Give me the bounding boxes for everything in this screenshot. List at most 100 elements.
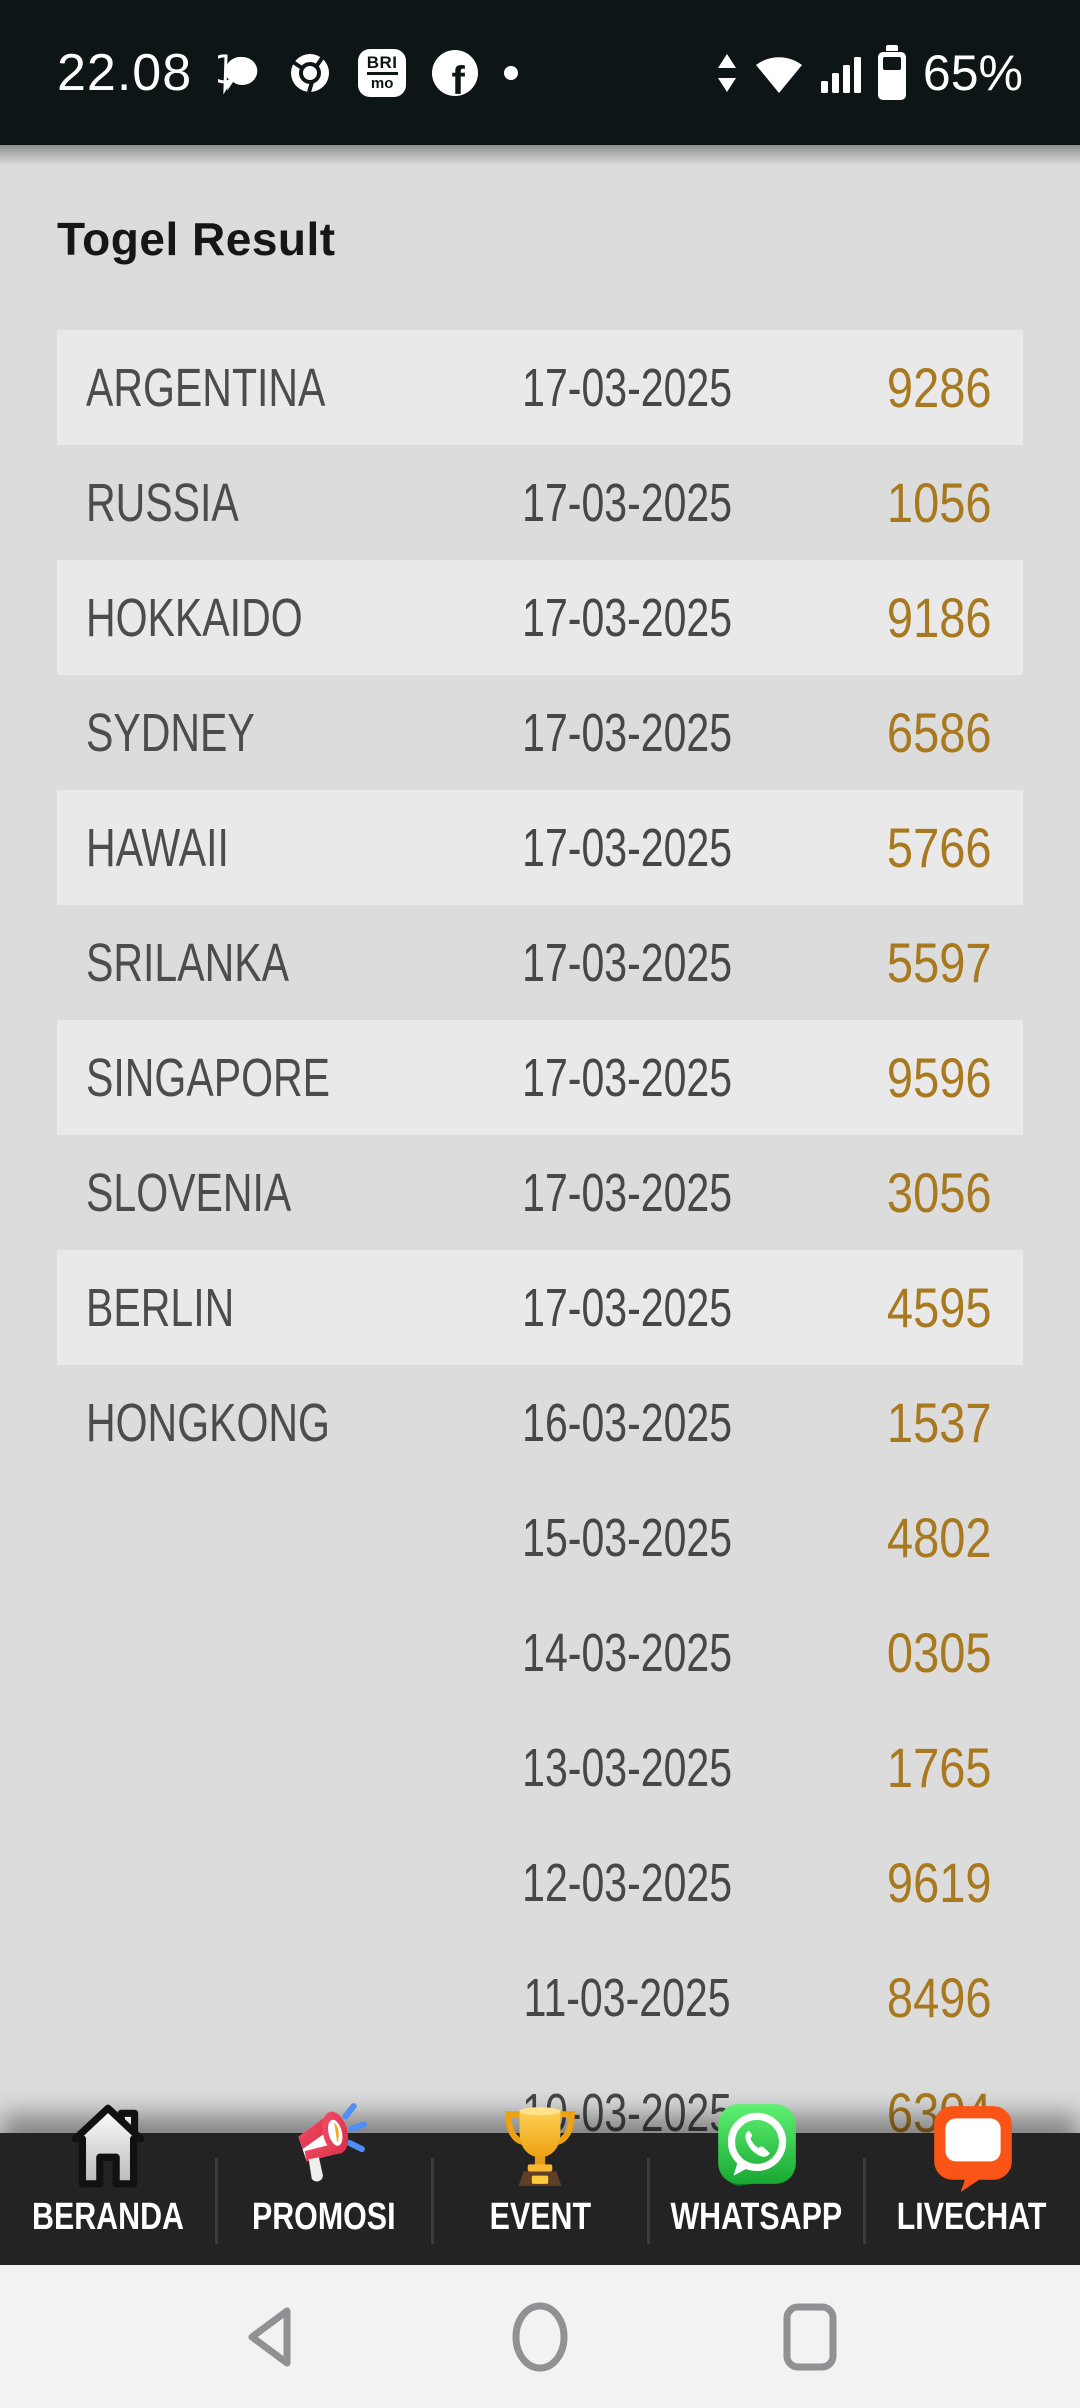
nav-divider [215,2158,218,2244]
market-name-cell: ARGENTINA [86,357,326,418]
draw-date-cell: 15-03-2025 [522,1507,732,1568]
table-row[interactable]: HAWAII 17-03-2025 5766 [57,790,1023,905]
draw-date-cell: 13-03-2025 [522,1737,732,1798]
result-number-cell: 1056 [887,471,992,534]
table-row[interactable]: 15-03-2025 4802 [57,1480,1023,1595]
megaphone-icon [278,2100,370,2192]
status-bar-right: 65% [717,44,1023,102]
nav-divider [431,2158,434,2244]
android-home-button[interactable] [480,2265,600,2408]
android-nav-bar [0,2265,1080,2408]
draw-date-cell: 17-03-2025 [522,817,732,878]
scroll-top-shadow [0,145,1080,165]
draw-date-cell: 16-03-2025 [522,1392,732,1453]
home-icon [62,2100,154,2192]
status-bar: 22.08 BRI mo f [0,0,1080,145]
table-row[interactable]: 12-03-2025 9619 [57,1825,1023,1940]
table-row[interactable]: SRILANKA 17-03-2025 5597 [57,905,1023,1020]
nav-label: BERANDA [32,2196,184,2238]
market-name-cell [57,1737,482,1799]
nav-divider [863,2158,866,2244]
battery-percent: 65% [922,44,1023,101]
table-row[interactable]: BERLIN 17-03-2025 4595 [57,1250,1023,1365]
table-row[interactable]: SLOVENIA 17-03-2025 3056 [57,1135,1023,1250]
market-name-cell: SLOVENIA [86,1162,292,1223]
status-bar-left: 22.08 BRI mo f [57,43,519,103]
brimo-icon: BRI mo [358,48,407,97]
results-table: ARGENTINA 17-03-2025 9286 RUSSIA 17-03-2… [57,330,1023,2170]
result-number-cell: 0305 [887,1621,992,1684]
market-name-cell: RUSSIA [86,472,239,533]
data-arrows-icon [717,52,737,94]
nav-item-livechat[interactable]: LIVECHAT [864,2100,1080,2265]
result-number-cell: 6586 [887,701,992,764]
result-number-cell: 3056 [887,1161,992,1224]
chrome-icon [288,51,332,95]
nav-label: WHATSAPP [670,2196,842,2238]
result-number-cell: 5766 [887,816,992,879]
result-number-cell: 9619 [887,1851,992,1914]
battery-icon [877,44,907,101]
result-number-cell: 9286 [887,356,992,419]
table-row[interactable]: SYDNEY 17-03-2025 6586 [57,675,1023,790]
table-row[interactable]: 14-03-2025 0305 [57,1595,1023,1710]
whatsapp-icon [710,2100,802,2192]
result-number-cell: 9186 [887,586,992,649]
nav-item-event[interactable]: EVENT [432,2100,648,2265]
nav-item-beranda[interactable]: BERANDA [0,2100,216,2265]
market-name-cell: SINGAPORE [86,1047,331,1108]
result-number-cell: 1537 [887,1391,992,1454]
nav-item-promosi[interactable]: PROMOSI [216,2100,432,2265]
livechat-icon [926,2100,1018,2192]
result-number-cell: 4802 [887,1506,992,1569]
table-row[interactable]: SINGAPORE 17-03-2025 9596 [57,1020,1023,1135]
nav-divider [647,2158,650,2244]
results-table-body: ARGENTINA 17-03-2025 9286 RUSSIA 17-03-2… [57,330,1023,2170]
wifi-icon [753,51,805,95]
market-name-cell: SRILANKA [86,932,290,993]
table-row[interactable]: HOKKAIDO 17-03-2025 9186 [57,560,1023,675]
nav-label: EVENT [489,2196,591,2238]
chat-bubble-icon [218,51,262,95]
bottom-nav: BERANDA [0,2100,1080,2265]
result-number-cell: 4595 [887,1276,992,1339]
draw-date-cell: 17-03-2025 [522,1277,732,1338]
market-name-cell: HAWAII [86,817,229,878]
market-name-cell [57,1852,482,1914]
notification-dot [504,65,519,80]
table-row[interactable]: HONGKONG 16-03-2025 1537 [57,1365,1023,1480]
draw-date-cell: 17-03-2025 [522,472,732,533]
result-number-cell: 8496 [887,1966,992,2029]
draw-date-cell: 17-03-2025 [522,1047,732,1108]
nav-label: LIVECHAT [897,2196,1047,2238]
result-number-cell: 5597 [887,931,992,994]
draw-date-cell: 17-03-2025 [522,587,732,648]
android-recents-button[interactable] [750,2265,870,2408]
draw-date-cell: 11-03-2025 [523,1967,731,2028]
table-row[interactable]: RUSSIA 17-03-2025 1056 [57,445,1023,560]
market-name-cell [57,1622,482,1684]
market-name-cell: BERLIN [86,1277,235,1338]
draw-date-cell: 17-03-2025 [522,357,732,418]
market-name-cell: SYDNEY [86,702,255,763]
draw-date-cell: 17-03-2025 [522,932,732,993]
table-row[interactable]: 13-03-2025 1765 [57,1710,1023,1825]
draw-date-cell: 12-03-2025 [522,1852,732,1913]
draw-date-cell: 17-03-2025 [522,702,732,763]
clock: 22.08 [57,43,193,102]
signal-icon [820,53,861,93]
table-row[interactable]: 11-03-2025 8496 [57,1940,1023,2055]
draw-date-cell: 14-03-2025 [522,1622,732,1683]
android-back-button[interactable] [210,2265,330,2408]
market-name-cell: HOKKAIDO [86,587,303,648]
table-row[interactable]: ARGENTINA 17-03-2025 9286 [57,330,1023,445]
result-number-cell: 9596 [887,1046,992,1109]
market-name-cell [57,1967,482,2029]
market-name-cell [57,1507,482,1569]
trophy-icon [494,2100,586,2192]
draw-date-cell: 17-03-2025 [522,1162,732,1223]
market-name-cell: HONGKONG [86,1392,330,1453]
nav-item-whatsapp[interactable]: WHATSAPP [648,2100,864,2265]
page-title: Togel Result [57,213,336,265]
